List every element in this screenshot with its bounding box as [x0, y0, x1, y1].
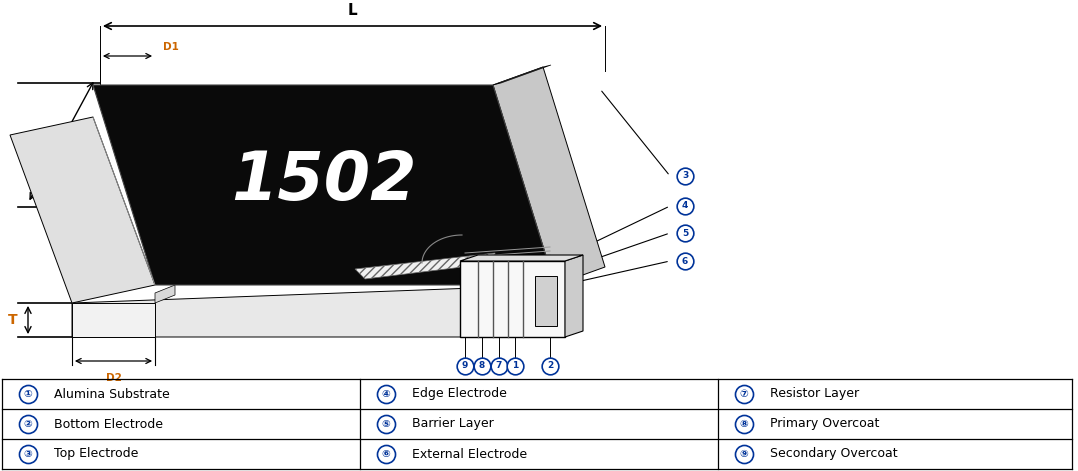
Text: Primary Overcoat: Primary Overcoat	[770, 417, 880, 430]
Polygon shape	[493, 65, 551, 85]
Text: 3: 3	[682, 171, 688, 180]
Text: Edge Electrode: Edge Electrode	[412, 388, 507, 400]
Polygon shape	[493, 67, 605, 285]
Text: T: T	[9, 313, 18, 327]
Text: ⑥: ⑥	[382, 449, 390, 459]
Polygon shape	[72, 285, 555, 337]
Text: Bottom Electrode: Bottom Electrode	[54, 417, 163, 430]
Text: D2: D2	[106, 373, 122, 383]
Text: Resistor Layer: Resistor Layer	[770, 388, 859, 400]
Text: ⑧: ⑧	[740, 419, 748, 429]
Text: Barrier Layer: Barrier Layer	[412, 417, 494, 430]
Text: 2: 2	[547, 362, 553, 371]
Text: Top Electrode: Top Electrode	[54, 447, 138, 461]
Text: 6: 6	[682, 257, 688, 266]
Text: ②: ②	[24, 419, 32, 429]
Text: L: L	[348, 3, 357, 18]
Bar	[460, 261, 565, 337]
Text: 4: 4	[681, 202, 688, 211]
Polygon shape	[355, 253, 495, 279]
Text: Alumina Substrate: Alumina Substrate	[54, 388, 169, 400]
Text: 7: 7	[496, 362, 502, 371]
Polygon shape	[155, 285, 175, 303]
Text: ③: ③	[24, 449, 32, 459]
Polygon shape	[565, 255, 583, 337]
Text: 9: 9	[461, 362, 468, 371]
Text: ④: ④	[382, 389, 390, 399]
Polygon shape	[460, 255, 583, 261]
Text: ⑤: ⑤	[382, 419, 390, 429]
Text: ⑦: ⑦	[740, 389, 748, 399]
Text: ①: ①	[24, 389, 32, 399]
Text: ⑨: ⑨	[740, 449, 748, 459]
Text: Secondary Overcoat: Secondary Overcoat	[770, 447, 898, 461]
Text: External Electrode: External Electrode	[412, 447, 527, 461]
Text: 5: 5	[682, 228, 688, 237]
Polygon shape	[72, 303, 155, 337]
Text: D1: D1	[163, 42, 179, 52]
Polygon shape	[93, 85, 555, 285]
Text: 8: 8	[479, 362, 485, 371]
Polygon shape	[10, 117, 155, 303]
Text: W: W	[27, 132, 43, 146]
Bar	[535, 276, 557, 326]
Text: 1502: 1502	[232, 148, 417, 214]
Text: 1: 1	[512, 362, 519, 371]
